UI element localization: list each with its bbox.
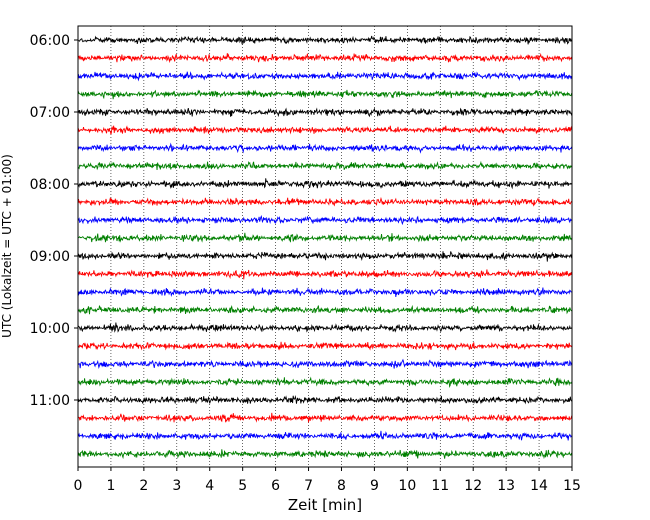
trace-9 xyxy=(77,196,573,207)
x-tick-label-3: 3 xyxy=(172,478,181,494)
trace-17 xyxy=(77,341,573,351)
trace-12 xyxy=(77,251,573,262)
trace-16 xyxy=(77,322,573,333)
trace-14 xyxy=(77,287,573,297)
x-tick-label-5: 5 xyxy=(238,478,247,494)
x-tick-label-14: 14 xyxy=(530,478,548,494)
trace-13 xyxy=(77,269,573,280)
y-tick-label-2: 08:00 xyxy=(30,177,70,193)
x-tick-label-8: 8 xyxy=(337,478,346,494)
x-tick-label-10: 10 xyxy=(398,478,416,494)
x-tick-label-13: 13 xyxy=(497,478,515,494)
x-tick-label-0: 0 xyxy=(74,478,83,494)
trace-11 xyxy=(77,232,573,243)
trace-3 xyxy=(77,89,573,100)
y-tick-label-1: 07:00 xyxy=(30,105,70,121)
x-tick-label-15: 15 xyxy=(563,478,581,494)
trace-20 xyxy=(77,395,573,405)
trace-21 xyxy=(77,412,573,423)
trace-6 xyxy=(77,142,573,154)
y-tick-label-5: 11:00 xyxy=(30,393,70,409)
x-axis-label: Zeit [min] xyxy=(288,496,362,514)
trace-22 xyxy=(77,430,573,441)
trace-7 xyxy=(77,160,573,171)
trace-15 xyxy=(77,304,573,315)
plot-frame xyxy=(77,25,573,468)
x-tick-label-4: 4 xyxy=(205,478,214,494)
plot-background xyxy=(78,26,572,467)
trace-1 xyxy=(77,52,573,64)
trace-18 xyxy=(77,358,573,370)
trace-23 xyxy=(77,449,573,460)
x-tick-label-6: 6 xyxy=(271,478,280,494)
trace-5 xyxy=(77,125,573,135)
trace-0 xyxy=(77,35,573,45)
y-tick-label-4: 10:00 xyxy=(30,321,70,337)
x-tick-label-1: 1 xyxy=(106,478,115,494)
seismic-traces xyxy=(77,35,573,460)
x-tick-label-2: 2 xyxy=(139,478,148,494)
trace-4 xyxy=(77,107,573,118)
x-tick-label-11: 11 xyxy=(431,478,449,494)
x-tick-label-7: 7 xyxy=(304,478,313,494)
y-tick-label-3: 09:00 xyxy=(30,249,70,265)
trace-2 xyxy=(77,71,573,82)
trace-8 xyxy=(77,178,573,190)
y-axis-label: UTC (Lokalzeit = UTC + 01:00) xyxy=(0,154,14,338)
trace-19 xyxy=(77,376,573,389)
x-tick-label-9: 9 xyxy=(370,478,379,494)
x-axis: 0 1 2 3 4 5 6 7 8 9 10 11 12 13 14 15 xyxy=(74,467,581,494)
x-tick-label-12: 12 xyxy=(464,478,482,494)
y-tick-label-0: 06:00 xyxy=(30,33,70,49)
y-axis: 06:00 07:00 08:00 09:00 10:00 11:00 xyxy=(30,33,78,409)
trace-10 xyxy=(77,214,573,226)
